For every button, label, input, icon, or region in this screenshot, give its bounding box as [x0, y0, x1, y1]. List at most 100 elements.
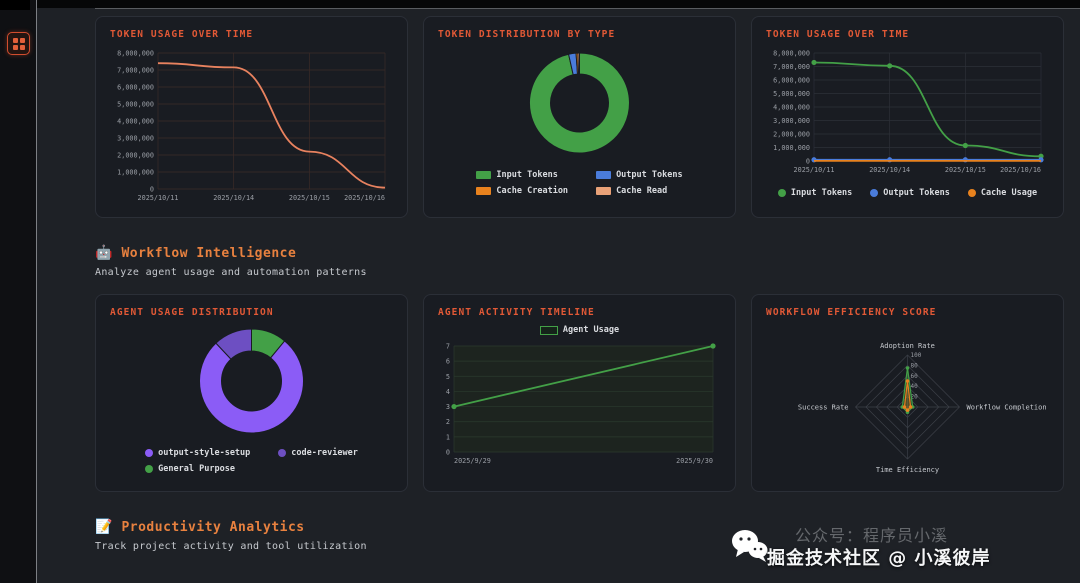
- svg-text:0: 0: [446, 449, 450, 457]
- legend-label: Agent Usage: [562, 325, 620, 335]
- chart-legend: Agent Usage: [438, 325, 721, 335]
- workflow-intelligence-row: AGENT USAGE DISTRIBUTION output-style-se…: [95, 294, 1065, 492]
- svg-text:4,000,000: 4,000,000: [117, 118, 154, 126]
- legend-item: Cache Usage: [967, 188, 1038, 198]
- legend-marker: [278, 449, 287, 457]
- top-left-corner-block: [0, 0, 30, 10]
- card-title: TOKEN USAGE OVER TIME: [766, 29, 910, 40]
- legend-marker: [145, 449, 154, 457]
- menu-button[interactable]: [7, 32, 30, 55]
- section-productivity-analytics: 📝 Productivity Analytics: [95, 519, 1065, 535]
- svg-text:6: 6: [446, 358, 450, 366]
- token-usage-line-chart: 0 1,000,000 2,000,000 3,000,000 4,000,000 5,0…: [117, 50, 386, 202]
- legend-marker: [967, 189, 976, 197]
- svg-text:7,000,000: 7,000,000: [117, 67, 154, 75]
- legend-marker: [596, 187, 612, 195]
- legend-marker: [539, 325, 558, 335]
- card-title: TOKEN USAGE OVER TIME: [110, 29, 254, 40]
- legend-item: Output Tokens: [596, 170, 683, 180]
- svg-text:2025/10/14: 2025/10/14: [213, 194, 254, 202]
- svg-text:7,000,000: 7,000,000: [773, 63, 810, 71]
- chart-legend: output-style-setup code-reviewer General P…: [110, 448, 393, 474]
- svg-text:Time Efficiency: Time Efficiency: [876, 466, 939, 474]
- card-title: AGENT USAGE DISTRIBUTION: [110, 307, 274, 318]
- legend-label: Input Tokens: [790, 188, 853, 198]
- svg-text:2,000,000: 2,000,000: [117, 152, 154, 160]
- card-agent-usage-distribution: AGENT USAGE DISTRIBUTION output-style-se…: [95, 294, 408, 492]
- top-divider-line: [95, 8, 1080, 9]
- legend-item: Agent Usage: [539, 325, 620, 335]
- robot-icon: 🤖: [95, 245, 113, 261]
- chart-legend: Input Tokens Output Tokens Cache Usage: [766, 188, 1049, 198]
- legend-item: Cache Creation: [476, 186, 568, 196]
- legend-marker: [777, 189, 786, 197]
- legend-marker: [870, 189, 879, 197]
- svg-text:60: 60: [911, 373, 919, 380]
- svg-text:3,000,000: 3,000,000: [117, 135, 154, 143]
- svg-text:0: 0: [806, 158, 810, 166]
- legend-label: Input Tokens: [496, 170, 558, 180]
- sidebar: [0, 0, 37, 583]
- card-token-usage-over-time-2: TOKEN USAGE OVER TIME 0 1,000,000 2,000,00…: [751, 16, 1064, 218]
- section-workflow-intelligence: 🤖 Workflow Intelligence: [95, 245, 1065, 261]
- token-analytics-row: TOKEN USAGE OVER TIME 0 1,000,000 2,000,00…: [95, 16, 1065, 218]
- card-agent-activity-timeline: AGENT ACTIVITY TIMELINE Agent Usage 0 1 2 3…: [423, 294, 736, 492]
- legend-label: Cache Usage: [980, 188, 1038, 198]
- svg-text:Workflow Completion: Workflow Completion: [967, 404, 1047, 412]
- svg-text:8,000,000: 8,000,000: [773, 50, 810, 58]
- svg-text:8,000,000: 8,000,000: [117, 50, 154, 58]
- legend-item: Input Tokens: [777, 188, 853, 198]
- svg-text:7: 7: [446, 343, 450, 351]
- legend-item: Input Tokens: [476, 170, 568, 180]
- chart-legend: Input Tokens Output Tokens Cache Creation C…: [438, 170, 721, 196]
- section-subtitle: Track project activity and tool utilizat…: [95, 541, 367, 552]
- legend-item: code-reviewer: [278, 448, 358, 458]
- legend-label: Output Tokens: [616, 170, 683, 180]
- svg-text:6,000,000: 6,000,000: [773, 77, 810, 85]
- svg-text:5,000,000: 5,000,000: [773, 90, 810, 98]
- card-title: TOKEN DISTRIBUTION BY TYPE: [438, 29, 616, 40]
- legend-item: Cache Read: [596, 186, 683, 196]
- legend-item: General Purpose: [145, 464, 250, 474]
- card-token-usage-over-time-1: TOKEN USAGE OVER TIME 0 1,000,000 2,000,00…: [95, 16, 408, 218]
- card-token-distribution-by-type: TOKEN DISTRIBUTION BY TYPE Input Tokens O…: [423, 16, 736, 218]
- svg-text:2,000,000: 2,000,000: [773, 131, 810, 139]
- svg-text:2025/10/16: 2025/10/16: [344, 194, 385, 202]
- section-title: Productivity Analytics: [121, 519, 305, 535]
- svg-text:40: 40: [911, 383, 919, 390]
- agent-usage-donut-chart: [199, 328, 304, 434]
- watermark: 公众号：程序员小溪 掘金技术社区 @ 小溪彼岸: [731, 522, 1041, 580]
- legend-marker: [596, 171, 612, 179]
- section-subtitle: Analyze agent usage and automation patte…: [95, 267, 367, 278]
- legend-item: Output Tokens: [870, 188, 950, 198]
- svg-text:3,000,000: 3,000,000: [773, 117, 810, 125]
- card-title: AGENT ACTIVITY TIMELINE: [438, 307, 595, 318]
- svg-text:0: 0: [150, 186, 154, 194]
- svg-text:100: 100: [911, 352, 922, 359]
- workflow-efficiency-radar-chart: 20 40 60 80 100 Adoption Rate Workflow Complet…: [798, 342, 1047, 474]
- token-distribution-donut-chart: [529, 52, 630, 154]
- main-content: TOKEN USAGE OVER TIME 0 1,000,000 2,000,00…: [38, 9, 1080, 583]
- agent-activity-line-chart: 0 1 2 3 4 5 6 7 2025/9/29 2025/9/30: [446, 343, 716, 465]
- svg-text:2025/10/11: 2025/10/11: [138, 194, 179, 202]
- svg-text:4: 4: [446, 388, 450, 396]
- legend-label: Cache Creation: [496, 186, 569, 196]
- legend-label: output-style-setup: [158, 448, 251, 458]
- legend-marker: [476, 171, 492, 179]
- svg-text:2025/10/15: 2025/10/15: [289, 194, 330, 202]
- wechat-icon: [731, 528, 769, 568]
- svg-text:2025/9/29: 2025/9/29: [454, 457, 491, 465]
- watermark-main-text: 掘金技术社区 @ 小溪彼岸: [767, 548, 991, 569]
- svg-text:5,000,000: 5,000,000: [117, 101, 154, 109]
- legend-label: Output Tokens: [883, 188, 950, 198]
- svg-text:5: 5: [446, 373, 450, 381]
- svg-text:Adoption Rate: Adoption Rate: [880, 342, 935, 350]
- memo-icon: 📝: [95, 519, 113, 535]
- svg-text:20: 20: [911, 394, 919, 401]
- token-usage-multi-line-chart: 0 1,000,000 2,000,000 3,000,000 4,000,000 5,0…: [773, 50, 1044, 174]
- svg-text:80: 80: [911, 362, 919, 369]
- legend-label: code-reviewer: [291, 448, 358, 458]
- svg-text:2025/10/11: 2025/10/11: [794, 166, 835, 174]
- legend-marker: [145, 465, 154, 473]
